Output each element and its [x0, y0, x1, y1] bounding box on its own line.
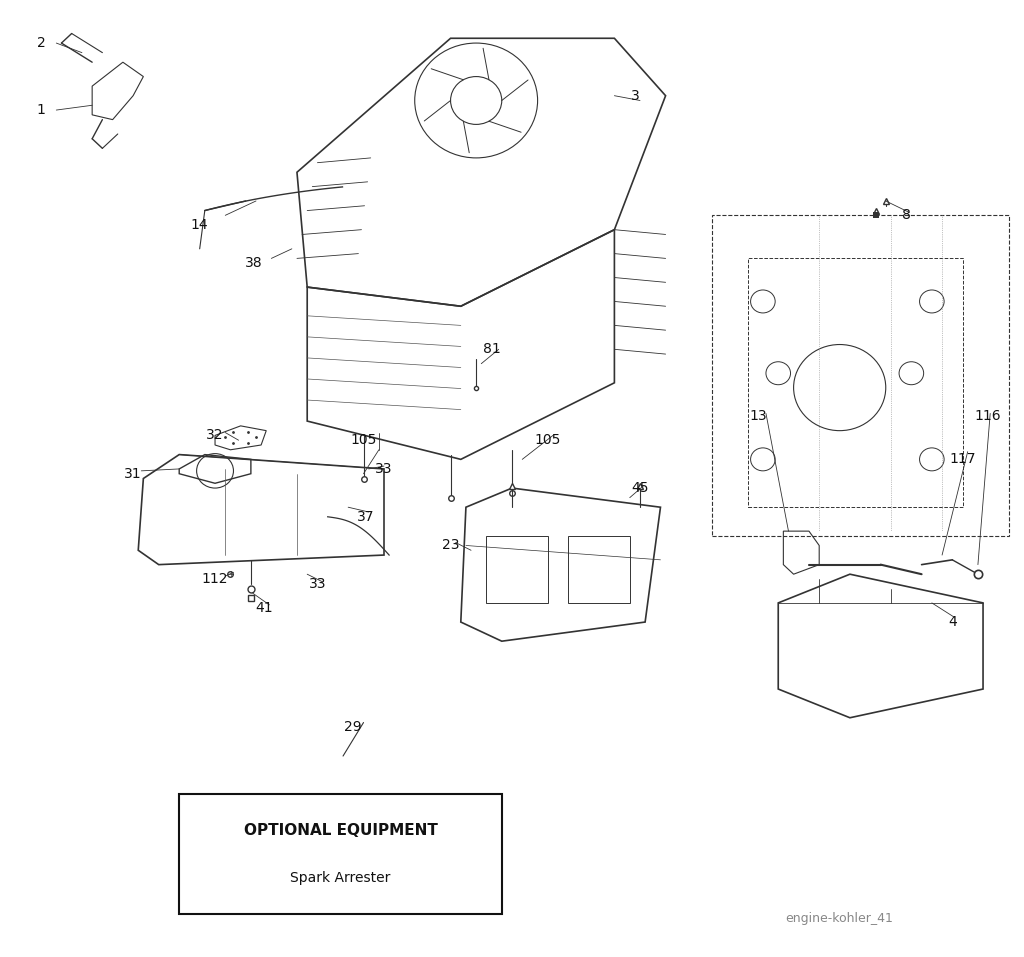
Text: 33: 33 — [308, 577, 327, 590]
Text: 8: 8 — [902, 209, 910, 222]
Text: 117: 117 — [949, 453, 976, 466]
Text: 38: 38 — [245, 256, 263, 270]
Bar — [568, 536, 630, 603]
Text: 2: 2 — [37, 36, 45, 50]
Text: 23: 23 — [441, 539, 460, 552]
Bar — [179, 794, 502, 914]
Bar — [712, 215, 1009, 536]
Text: 105: 105 — [350, 434, 377, 447]
Text: 33: 33 — [375, 462, 393, 476]
Text: OPTIONAL EQUIPMENT: OPTIONAL EQUIPMENT — [244, 823, 437, 837]
Text: 4: 4 — [948, 615, 956, 629]
Text: engine-kohler_41: engine-kohler_41 — [785, 912, 894, 925]
Text: 14: 14 — [190, 218, 209, 232]
Text: 1: 1 — [37, 103, 45, 117]
Text: 105: 105 — [535, 434, 561, 447]
Text: 31: 31 — [124, 467, 142, 480]
Text: 116: 116 — [975, 410, 1001, 423]
Bar — [748, 258, 963, 507]
Text: 29: 29 — [344, 721, 362, 734]
Text: 41: 41 — [255, 601, 273, 614]
Text: 3: 3 — [631, 89, 639, 102]
Bar — [486, 536, 548, 603]
Text: 45: 45 — [631, 481, 649, 495]
Text: +: + — [227, 569, 233, 579]
Text: 32: 32 — [206, 429, 224, 442]
Text: 37: 37 — [356, 510, 375, 523]
Text: Spark Arrester: Spark Arrester — [290, 871, 391, 885]
Text: 81: 81 — [482, 343, 501, 356]
Text: 13: 13 — [749, 410, 767, 423]
Text: 112: 112 — [202, 572, 228, 586]
